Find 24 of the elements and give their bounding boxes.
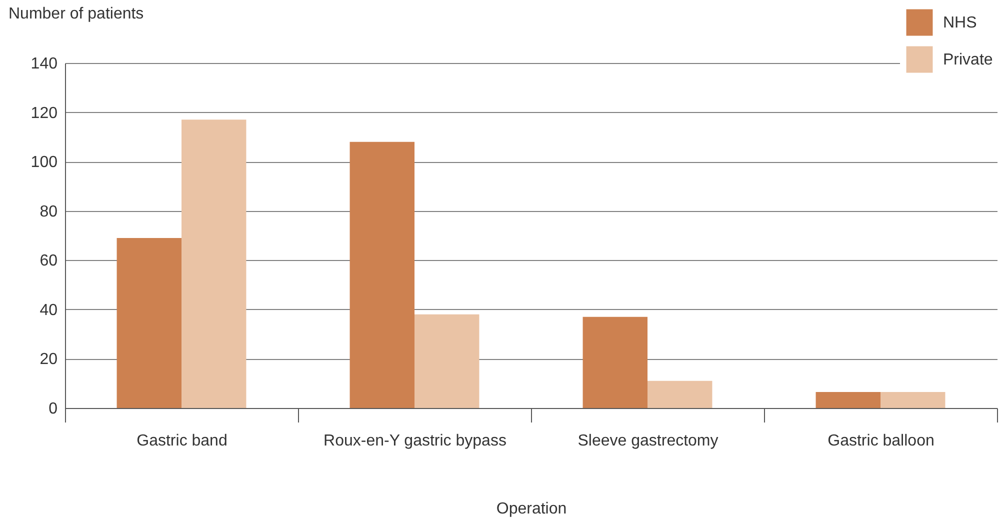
x-tick-label: Sleeve gastrectomy [578, 432, 718, 450]
bar [350, 142, 414, 408]
y-axis-title: Number of patients [8, 6, 144, 22]
legend-label: NHS [943, 14, 977, 32]
bar [648, 380, 712, 408]
bar [414, 314, 480, 408]
bar [816, 392, 880, 408]
x-tick-label: Roux-en-Y gastric bypass [324, 432, 506, 450]
bar [182, 120, 246, 408]
y-tick-label: 140 [30, 56, 58, 72]
y-tick-label: 0 [48, 400, 58, 418]
bar [582, 316, 648, 408]
x-tick-label: Gastric balloon [828, 432, 934, 450]
y-tick-label: 20 [40, 351, 58, 368]
y-tick-label: 80 [40, 203, 58, 220]
x-tick-label: Gastric band [136, 432, 228, 450]
y-tick-label: 40 [40, 302, 58, 319]
legend-label: Private [943, 52, 993, 68]
y-tick-label: 60 [40, 252, 58, 270]
x-axis-title: Operation [496, 500, 567, 518]
bar [880, 392, 946, 408]
y-tick-label: 100 [30, 154, 58, 172]
bar [116, 238, 182, 408]
y-tick-label: 120 [30, 104, 58, 122]
